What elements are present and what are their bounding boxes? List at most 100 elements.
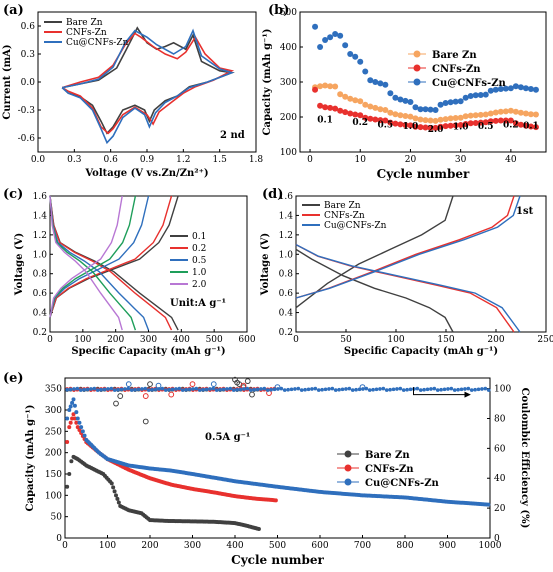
ce-point-2 [350, 388, 355, 392]
y-tick-label: 500 [280, 8, 297, 18]
ce-outlier-1 [189, 381, 196, 388]
ce-point-2 [306, 387, 311, 392]
x-tick-label: 40 [505, 155, 517, 165]
ce-outlier-2 [210, 381, 217, 388]
ce-point-2 [187, 387, 192, 392]
legend-e-marker-2 [344, 478, 352, 486]
capacity-point-0 [116, 500, 121, 505]
ce-outlier-2 [125, 381, 132, 388]
rate-point-1 [492, 117, 499, 124]
cv-curve-1 [61, 32, 235, 135]
ce-point-2 [476, 387, 481, 392]
rate-point-1 [467, 120, 474, 127]
x-tick-label: 600 [238, 335, 255, 345]
capacity-point-1 [71, 412, 76, 417]
ce-point-2 [170, 387, 175, 392]
y-tick-label: 400 [280, 43, 297, 53]
ce-point-2 [163, 388, 168, 392]
rate-point-0 [317, 83, 324, 90]
rate-point-2 [392, 94, 399, 101]
ce-point-2 [371, 387, 375, 392]
rate-point-2 [407, 98, 414, 105]
rate-point-0 [352, 97, 359, 104]
panel-label-a: (a) [3, 3, 24, 18]
ce-point-2 [259, 387, 263, 391]
rate-point-1 [472, 119, 479, 126]
x-tick-label: 200 [107, 335, 124, 345]
ce-point-2 [286, 387, 290, 392]
rate-point-2 [312, 23, 319, 30]
rate-point-0 [447, 115, 454, 122]
ce-point-2 [191, 387, 195, 391]
x-tick-label: 0 [307, 155, 313, 165]
ce-point-2 [395, 387, 399, 391]
rate-point-2 [522, 85, 529, 92]
ce-point-2 [422, 387, 426, 392]
current-density-annotation: 0.5A g⁻¹ [205, 432, 250, 443]
ce-point-2 [78, 388, 83, 392]
ce-point-2 [289, 387, 294, 392]
discharge-curve-d-0 [295, 248, 454, 333]
rate-point-1 [532, 124, 539, 131]
rate-point-0 [522, 110, 529, 117]
capacity-point-1 [65, 440, 70, 444]
cv-curve-2 [61, 28, 235, 145]
x-tick-label: 600 [311, 541, 328, 551]
ce-point-2 [112, 388, 117, 392]
capacity-point-0 [109, 481, 114, 486]
rate-point-1 [442, 123, 449, 130]
ce-point-2 [466, 386, 471, 391]
rate-point-1 [437, 123, 444, 130]
ce-point-2 [85, 387, 90, 392]
panel-label-d: (d) [262, 187, 283, 202]
ce-point-2 [143, 386, 148, 391]
y-tick-label: 0.8 [33, 270, 48, 280]
rate-point-2 [402, 97, 409, 104]
ce-point-2 [119, 387, 124, 392]
ce-point-2 [432, 386, 437, 391]
ce-outlier-0 [147, 381, 153, 388]
rate-point-2 [327, 34, 334, 41]
capacity-point-2 [65, 416, 70, 421]
legend-b-marker-0 [413, 50, 421, 58]
rate-point-0 [442, 116, 449, 123]
ce-point-2 [446, 387, 450, 391]
ce-point-2 [374, 387, 379, 392]
rate-point-0 [482, 111, 489, 118]
rate-label: 0.2 [503, 120, 519, 130]
rate-label: 2.0 [428, 125, 444, 135]
rate-point-1 [362, 114, 369, 121]
ce-arrow-head [464, 391, 471, 398]
ce-point-2 [238, 387, 243, 392]
ce-point-2 [323, 387, 328, 392]
ce-point-2 [180, 388, 185, 392]
ce-point-2 [442, 387, 447, 392]
rate-point-0 [512, 108, 519, 115]
ce-point-2 [123, 387, 127, 391]
ce-point-2 [160, 386, 165, 391]
ce-point-2 [378, 387, 382, 391]
rate-point-0 [402, 112, 409, 119]
x-tick-label: 300 [140, 335, 157, 345]
rate-point-1 [527, 123, 534, 130]
legend-d-2-label: Cu@CNFs-Zn [324, 221, 387, 231]
rate-point-2 [342, 42, 349, 49]
y-tick-label: 300 [45, 406, 62, 416]
ce-outlier-0 [142, 418, 149, 425]
rate-point-2 [467, 93, 474, 99]
rate-label: 0.5 [478, 122, 494, 132]
y-tick-label: 1.4 [33, 211, 48, 221]
rate-label: 0.2 [352, 118, 368, 128]
rate-point-2 [417, 106, 424, 113]
legend-c-1-label: 0.2 [192, 244, 206, 254]
y-tick-label: 0.0 [21, 78, 36, 88]
capacity-point-1 [273, 498, 278, 503]
rate-label: 0.5 [378, 120, 394, 130]
ce-point-2 [126, 386, 131, 391]
rate-point-0 [387, 109, 394, 116]
rate-point-1 [382, 117, 389, 124]
capacity-point-2 [68, 404, 73, 409]
rate-point-0 [347, 95, 354, 102]
rate-point-1 [482, 119, 489, 126]
